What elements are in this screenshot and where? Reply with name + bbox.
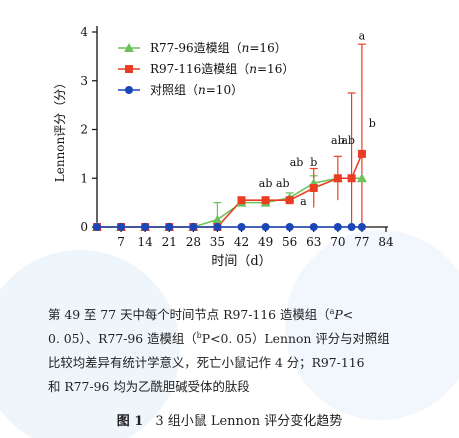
- data-point-control: [237, 223, 246, 231]
- watermark-circle-left: [0, 250, 180, 438]
- data-point-r97-116: [285, 196, 294, 205]
- data-point-r97-116: [309, 184, 318, 192]
- data-point-control: [333, 223, 342, 231]
- caption-p-symbol: P<: [334, 307, 354, 322]
- significance-label: b: [369, 117, 376, 130]
- lennon-score-chart: 0 1 2 3 4 7 14 21 28 35 42 49 56 63 70 77 84 时间（d） Lennon评…: [53, 25, 394, 269]
- data-point-control: [309, 223, 318, 231]
- x-tick-label: 21: [162, 235, 177, 249]
- x-tick-label: 28: [186, 235, 201, 249]
- caption-line-2: 0. 05）、R77-96 造模组（bP<0. 05）Lennon 评分与对照组: [48, 330, 448, 348]
- legend-marker-r97-116: [125, 65, 133, 73]
- significance-label: ab: [259, 177, 273, 190]
- series-line-r97-116: [97, 153, 363, 228]
- y-tick-label: 1: [80, 171, 88, 185]
- x-tick-label: 7: [117, 235, 125, 249]
- caption-line-4: 和 R77-96 均为乙酰胆碱受体的肽段: [48, 379, 250, 394]
- significance-label: ab: [331, 134, 345, 147]
- data-point-r97-116: [333, 174, 342, 183]
- data-point-control: [189, 223, 198, 231]
- data-point-control: [141, 223, 150, 231]
- x-axis-label: 时间（d）: [211, 254, 271, 269]
- x-tick-label: 63: [306, 235, 321, 249]
- caption-text: 0. 05）、R77-96 造模组（: [48, 331, 197, 346]
- y-axis-label: Lennon评分（分）: [53, 77, 67, 182]
- data-point-control: [347, 223, 356, 231]
- x-tick-label: 70: [330, 235, 345, 249]
- figure-title: 图 1 3 组小鼠 Lennon 评分变化趋势: [0, 410, 459, 429]
- data-point-control: [117, 223, 126, 231]
- data-point-control: [285, 223, 294, 231]
- x-tick-label: 77: [354, 235, 369, 249]
- data-point-r77-96: [212, 214, 223, 224]
- x-tick-label: 42: [234, 235, 249, 249]
- x-tick-label: 35: [210, 235, 225, 249]
- data-point-r77-96: [356, 173, 367, 183]
- legend-marker-control: [125, 86, 133, 94]
- data-point-r97-116: [357, 149, 366, 158]
- x-tick-label: 49: [258, 235, 273, 249]
- x-tick-label: 14: [138, 235, 154, 249]
- significance-label: a: [300, 195, 307, 208]
- caption-text: P<0. 05）Lennon 评分与对照组: [201, 331, 390, 346]
- y-tick-label: 0: [80, 220, 88, 234]
- caption-text: 第 49 至 77 天中每个时间节点 R97-116 造模组（: [48, 307, 330, 322]
- data-point-control: [165, 223, 174, 231]
- caption-line-1: 第 49 至 77 天中每个时间节点 R97-116 造模组（aP<: [48, 306, 448, 324]
- data-point-r97-116: [237, 196, 246, 205]
- data-point-r97-116: [261, 196, 270, 205]
- legend-label-r77-96: R77-96造模组（n=16）: [150, 41, 287, 55]
- watermark-circle-right: [285, 230, 459, 420]
- y-tick-label: 3: [80, 74, 88, 88]
- data-point-control: [93, 223, 101, 231]
- data-point-control: [261, 223, 270, 231]
- caption-line-3: 比较均差异有统计学意义，死亡小鼠记作 4 分；R97-116: [48, 355, 365, 370]
- significance-label: ab: [276, 177, 290, 190]
- significance-label: ab: [290, 156, 304, 169]
- figure-label: 图 1: [116, 414, 144, 429]
- significance-label: a: [359, 29, 366, 42]
- legend-marker-r77-96: [124, 43, 134, 52]
- series-line-r77-96: [97, 177, 362, 228]
- data-point-control: [213, 223, 222, 231]
- data-point-control: [357, 223, 366, 231]
- caption-superscript-b: b: [196, 330, 202, 340]
- y-tick-label: 2: [80, 123, 88, 137]
- figure-title-text: 3 组小鼠 Lennon 评分变化趋势: [155, 414, 343, 429]
- caption-superscript-a: a: [329, 306, 335, 316]
- x-tick-label: 84: [378, 235, 394, 249]
- x-tick-label: 56: [282, 235, 297, 249]
- significance-label: ab: [341, 134, 355, 147]
- data-point-r97-116: [347, 174, 356, 183]
- legend-label-control: 对照组（n=10）: [150, 83, 243, 97]
- significance-label: b: [310, 156, 317, 169]
- legend-label-r97-116: R97-116造模组（n=16）: [150, 62, 294, 76]
- y-tick-label: 4: [80, 25, 88, 39]
